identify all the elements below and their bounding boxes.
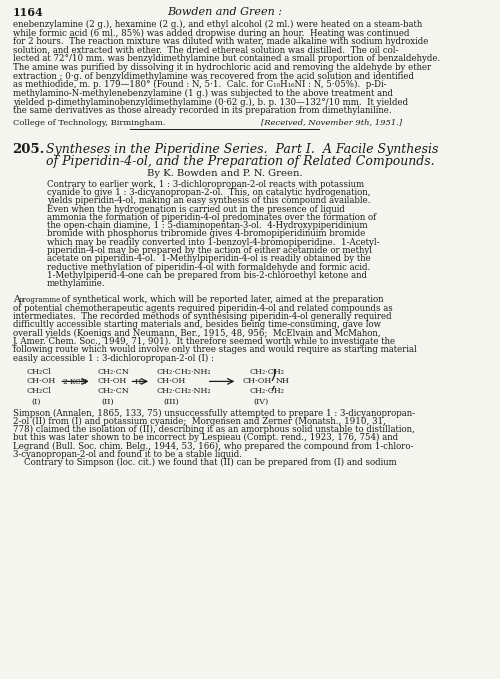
Text: Bowden and Green :: Bowden and Green : bbox=[167, 7, 282, 17]
Text: 778) claimed the isolation of (II), describing it as an amorphous solid unstable: 778) claimed the isolation of (II), desc… bbox=[12, 425, 414, 434]
Text: (IV): (IV) bbox=[254, 397, 268, 405]
Text: enebenzylamine (2 g.), hexamine (2 g.), and ethyl alcohol (2 ml.) were heated on: enebenzylamine (2 g.), hexamine (2 g.), … bbox=[12, 20, 422, 29]
Text: CH₂·CH₂·NH₂: CH₂·CH₂·NH₂ bbox=[156, 368, 211, 376]
Text: Even when the hydrogenation is carried out in the presence of liquid: Even when the hydrogenation is carried o… bbox=[46, 204, 344, 213]
Text: A: A bbox=[12, 295, 22, 304]
Text: as methiodide, m. p. 179—180° (Found : N, 5·1.  Calc. for C₁₀H₁₆NI : N, 5·05%). : as methiodide, m. p. 179—180° (Found : N… bbox=[12, 80, 386, 90]
Text: of potential chemotherapeutic agents required piperidin-4-ol and related compoun: of potential chemotherapeutic agents req… bbox=[12, 304, 392, 313]
Text: CH₂·CH₂: CH₂·CH₂ bbox=[250, 368, 285, 376]
Text: bromide with phosphorus tribromide gives 4-bromopiperidinuim bromide: bromide with phosphorus tribromide gives… bbox=[46, 230, 365, 238]
Text: 1-Methylpiperid-4-one can be prepared from bis-2-chloroethyl ketone and: 1-Methylpiperid-4-one can be prepared fr… bbox=[46, 271, 366, 280]
Text: CH-OH: CH-OH bbox=[97, 378, 126, 386]
Text: methylamino-N-methylenebenzylamine (1 g.) was subjected to the above treatment a: methylamino-N-methylenebenzylamine (1 g.… bbox=[12, 89, 392, 98]
Text: cyanide to give 1 : 3-dicyanopropan-2-ol.  This, on catalytic hydrogenation,: cyanide to give 1 : 3-dicyanopropan-2-ol… bbox=[46, 188, 370, 197]
Text: extraction ; 0·g. of benzyldimethylamine was recovered from the acid solution an: extraction ; 0·g. of benzyldimethylamine… bbox=[12, 71, 413, 81]
Text: [Received, November 9th, 1951.]: [Received, November 9th, 1951.] bbox=[260, 119, 402, 126]
Text: CH₂·CN: CH₂·CN bbox=[97, 368, 129, 376]
Text: CH₂Cl: CH₂Cl bbox=[27, 387, 52, 395]
Text: CH-OH: CH-OH bbox=[27, 378, 56, 386]
Text: acetate on piperidin-4-ol.  1-Methylpiperidin-4-ol is readily obtained by the: acetate on piperidin-4-ol. 1-Methylpiper… bbox=[46, 255, 370, 263]
Text: CH-OH: CH-OH bbox=[156, 378, 186, 386]
Text: yields piperidin-4-ol, making an easy synthesis of this compound available.: yields piperidin-4-ol, making an easy sy… bbox=[46, 196, 370, 205]
Text: CH₂·CN: CH₂·CN bbox=[97, 387, 129, 395]
Text: CH-OH: CH-OH bbox=[242, 378, 272, 386]
Text: easily accessible 1 : 3-dichloropropan-2-ol (I) :: easily accessible 1 : 3-dichloropropan-2… bbox=[12, 354, 213, 363]
Text: of Piperidin-4-ol, and the Preparation of Related Compounds.: of Piperidin-4-ol, and the Preparation o… bbox=[46, 155, 434, 168]
Text: By K. Bowden and P. N. Green.: By K. Bowden and P. N. Green. bbox=[147, 168, 302, 178]
Text: reductive methylation of piperidin-4-ol with formaldehyde and formic acid.: reductive methylation of piperidin-4-ol … bbox=[46, 263, 370, 272]
Text: solution, and extracted with ether.  The dried ethereal solution was distilled. : solution, and extracted with ether. The … bbox=[12, 45, 398, 55]
Text: Syntheses in the Piperidine Series.  Part I.  A Facile Synthesis: Syntheses in the Piperidine Series. Part… bbox=[46, 143, 438, 155]
Text: yielded p-dimethylaminobenzyldimethylamine (0·62 g.), b. p. 130—132°/10 mm.  It : yielded p-dimethylaminobenzyldimethylami… bbox=[12, 97, 407, 107]
Text: while formic acid (6 ml., 85%) was added dropwise during an hour.  Heating was c: while formic acid (6 ml., 85%) was added… bbox=[12, 29, 409, 38]
Text: J. Amer. Chem. Soc., 1949, 71, 901).  It therefore seemed worth while to investi: J. Amer. Chem. Soc., 1949, 71, 901). It … bbox=[12, 337, 396, 346]
Text: the same derivatives as those already recorded in its preparation from dimethyla: the same derivatives as those already re… bbox=[12, 106, 391, 115]
Text: Contrary to earlier work, 1 : 3-dichloropropan-2-ol reacts with potassium: Contrary to earlier work, 1 : 3-dichloro… bbox=[46, 180, 364, 189]
Text: of synthetical work, which will be reported later, aimed at the preparation: of synthetical work, which will be repor… bbox=[60, 295, 384, 304]
Text: CH₂·CH₂: CH₂·CH₂ bbox=[250, 387, 285, 395]
Text: 1164: 1164 bbox=[12, 7, 44, 18]
Text: piperidin-4-ol may be prepared by the action of either acetamide or methyl: piperidin-4-ol may be prepared by the ac… bbox=[46, 246, 372, 255]
Text: The amine was purified by dissolving it in hydrochloric acid and removing the al: The amine was purified by dissolving it … bbox=[12, 63, 431, 72]
Text: (III): (III) bbox=[164, 397, 180, 405]
Text: but this was later shown to be incorrect by Lespieau (Compt. rend., 1923, 176, 7: but this was later shown to be incorrect… bbox=[12, 433, 398, 443]
Text: Simpson (Annalen, 1865, 133, 75) unsuccessfully attempted to prepare 1 : 3-dicya: Simpson (Annalen, 1865, 133, 75) unsucce… bbox=[12, 408, 414, 418]
Text: difficultly accessible starting materials and, besides being time-consuming, gav: difficultly accessible starting material… bbox=[12, 320, 380, 329]
Text: NH: NH bbox=[276, 378, 290, 386]
Text: H₂: H₂ bbox=[135, 378, 144, 386]
Text: 2 KCN: 2 KCN bbox=[63, 378, 87, 386]
Text: Contrary to Simpson (loc. cit.) we found that (II) can be prepared from (I) and : Contrary to Simpson (loc. cit.) we found… bbox=[12, 458, 396, 467]
Text: for 2 hours.  The reaction mixture was diluted with water, made alkaline with so: for 2 hours. The reaction mixture was di… bbox=[12, 37, 428, 46]
Text: intermediates.  The recorded methods of synthesising piperidin-4-ol generally re: intermediates. The recorded methods of s… bbox=[12, 312, 391, 321]
Text: programme: programme bbox=[19, 295, 61, 304]
Text: the open-chain diamine, 1 : 5-diaminopentan-3-ol.  4-Hydroxypiperidinium: the open-chain diamine, 1 : 5-diaminopen… bbox=[46, 221, 368, 230]
Text: following route which would involve only three stages and would require as start: following route which would involve only… bbox=[12, 346, 416, 354]
Text: overall yields (Koenigs and Neumann, Ber., 1915, 48, 956;  McElvain and McMahon,: overall yields (Koenigs and Neumann, Ber… bbox=[12, 329, 380, 338]
Text: (I): (I) bbox=[32, 397, 41, 405]
Text: 2-ol (II) from (I) and potassium cyanide;  Morgensen and Zerner (Monatsh., 1910,: 2-ol (II) from (I) and potassium cyanide… bbox=[12, 417, 386, 426]
Text: CH₂Cl: CH₂Cl bbox=[27, 368, 52, 376]
Text: (II): (II) bbox=[102, 397, 114, 405]
Text: Legrand (Bull. Soc. chim. Belg., 1944, 53, 166), who prepared the compound from : Legrand (Bull. Soc. chim. Belg., 1944, 5… bbox=[12, 441, 413, 451]
Text: CH₂·CH₂·NH₂: CH₂·CH₂·NH₂ bbox=[156, 387, 211, 395]
Text: ammonia the formation of piperidin-4-ol predominates over the formation of: ammonia the formation of piperidin-4-ol … bbox=[46, 213, 376, 222]
Text: which may be readily converted into 1-benzoyl-4-bromopiperidine.  1-Acetyl-: which may be readily converted into 1-be… bbox=[46, 238, 379, 246]
Text: 205.: 205. bbox=[12, 143, 45, 155]
Text: 3-cyanopropan-2-ol and found it to be a stable liquid.: 3-cyanopropan-2-ol and found it to be a … bbox=[12, 450, 241, 459]
Text: College of Technology, Birmingham.: College of Technology, Birmingham. bbox=[12, 119, 165, 126]
Text: methylamine.: methylamine. bbox=[46, 279, 106, 288]
Text: lected at 72°/10 mm. was benzyldimethylamine but contained a small proportion of: lected at 72°/10 mm. was benzyldimethyla… bbox=[12, 54, 440, 63]
